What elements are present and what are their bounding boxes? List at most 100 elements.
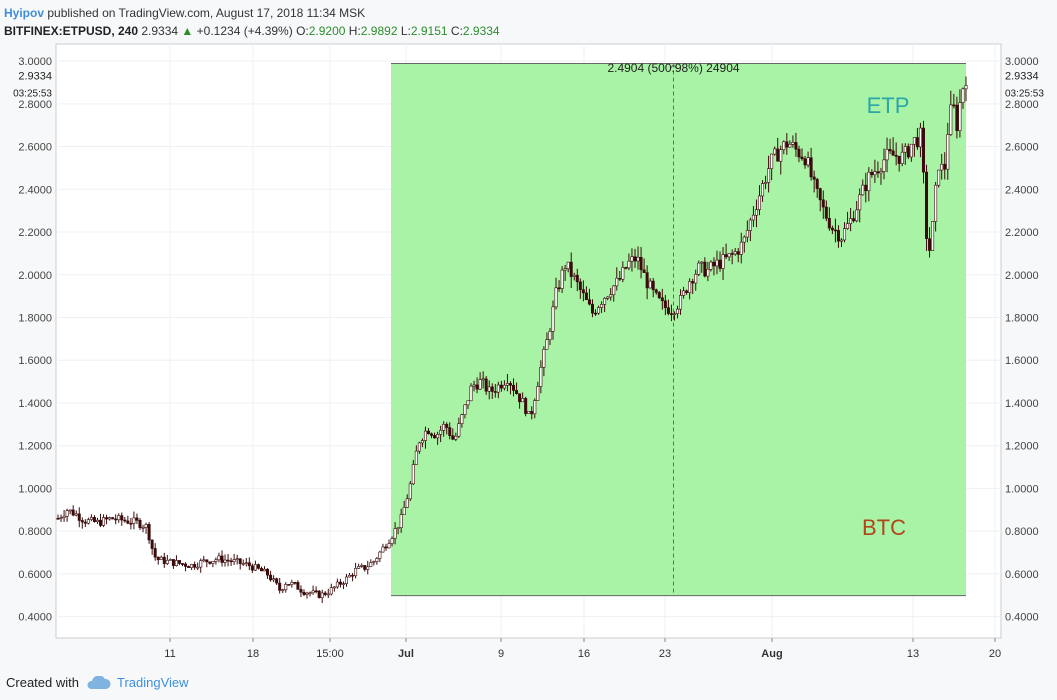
candle-body (751, 214, 755, 221)
candle-body (952, 104, 956, 107)
created-with-text: Created with (6, 675, 79, 690)
candle-body (636, 256, 640, 262)
candle-body (293, 582, 297, 584)
candle-body (742, 236, 746, 243)
candle-body (454, 435, 458, 440)
countdown-label: 03:25:53 (1005, 88, 1044, 99)
measure-arrow (670, 63, 677, 69)
candle-body (846, 223, 850, 229)
low-label: L: (400, 24, 411, 38)
candle-body (311, 590, 315, 594)
candle-body (302, 591, 306, 595)
candle-body (420, 440, 424, 444)
candle-body (724, 254, 728, 258)
candle-body (961, 88, 965, 103)
candle-body (281, 589, 285, 592)
candle-body (156, 556, 160, 561)
candle-body (709, 261, 713, 270)
candle-body (882, 159, 886, 172)
candle-body (232, 559, 236, 562)
candle-body (770, 153, 774, 169)
candle-body (250, 565, 254, 571)
high-value: 2.9892 (360, 24, 398, 38)
candle-body (918, 127, 922, 148)
candle-body (499, 384, 503, 389)
candle-body (764, 182, 768, 184)
candle-body (247, 562, 251, 567)
measure-box (391, 62, 966, 597)
x-tick-label: 20 (989, 648, 1001, 660)
candle-body (244, 562, 248, 565)
candle-body (809, 157, 813, 178)
candle-body (448, 427, 452, 436)
candle-body (849, 218, 853, 224)
change-value: +0.1234 (+4.39%) (196, 24, 293, 38)
candle-body (92, 517, 96, 522)
measure-fill (391, 63, 966, 596)
candle-body (426, 430, 430, 435)
candle-body (885, 149, 889, 161)
low-value: 2.9151 (410, 24, 448, 38)
y-tick-label-left: 3.0000 (18, 56, 52, 68)
candle-body (548, 331, 552, 340)
candle-body (518, 393, 522, 403)
candle-body (672, 313, 676, 315)
candle-body (253, 564, 257, 571)
candle-body (433, 435, 437, 439)
candles (56, 76, 968, 604)
candle-body (259, 568, 263, 572)
candle-body (174, 560, 178, 566)
candle-body (949, 104, 953, 135)
etp-label: ETP (867, 93, 910, 118)
author-link[interactable]: Hyipov (4, 6, 45, 20)
candle-body (335, 581, 339, 588)
candle-body (663, 300, 667, 308)
candle-body (757, 195, 761, 210)
candle-body (205, 559, 209, 563)
candle-body (74, 513, 78, 516)
candle-body (220, 555, 224, 563)
candle-body (114, 518, 118, 521)
symbol-label: BITFINEX:ETPUSD, 240 (4, 24, 139, 38)
tradingview-link[interactable]: TradingView (116, 675, 189, 690)
candle-body (839, 239, 843, 242)
candle-body (900, 151, 904, 164)
candle-body (341, 583, 345, 585)
y-axis-left: 0.4000 0.6000 0.8000 1.0000 1.2000 1.4000 1.60… (13, 56, 52, 624)
candle-body (466, 400, 470, 406)
candle-body (897, 155, 901, 164)
candle-body (660, 297, 664, 302)
candle-body (436, 434, 440, 439)
x-axis: 11 18 15:00 Jul 9 16 23 Aug 13 20 (164, 638, 1001, 660)
candle-body (912, 137, 916, 145)
candle-body (603, 298, 607, 305)
y-tick-label-right: 1.4000 (1005, 398, 1039, 410)
candle-body (71, 509, 75, 516)
candle-body (463, 404, 467, 415)
candle-body (408, 483, 412, 500)
candle-body (712, 261, 716, 267)
candle-body (873, 171, 877, 176)
candle-body (348, 574, 352, 578)
candle-body (527, 411, 531, 414)
candle-body (299, 589, 303, 593)
candle-body (779, 149, 783, 162)
y-tick-label-right: 2.4000 (1005, 184, 1039, 196)
candle-body (867, 171, 871, 192)
y-tick-label-left: 0.4000 (18, 612, 52, 624)
candle-body (512, 384, 516, 391)
candle-body (566, 261, 570, 269)
candle-body (405, 498, 409, 508)
candle-body (387, 543, 391, 549)
candle-body (305, 592, 309, 595)
candle-body (876, 171, 880, 174)
candle-body (937, 169, 941, 186)
candle-body (111, 517, 115, 520)
candle-body (208, 561, 212, 564)
y-tick-label-right: 1.8000 (1005, 312, 1039, 324)
close-label: C: (450, 24, 463, 38)
candle-body (639, 256, 643, 271)
candle-body (460, 414, 464, 424)
candle-body (727, 253, 731, 258)
